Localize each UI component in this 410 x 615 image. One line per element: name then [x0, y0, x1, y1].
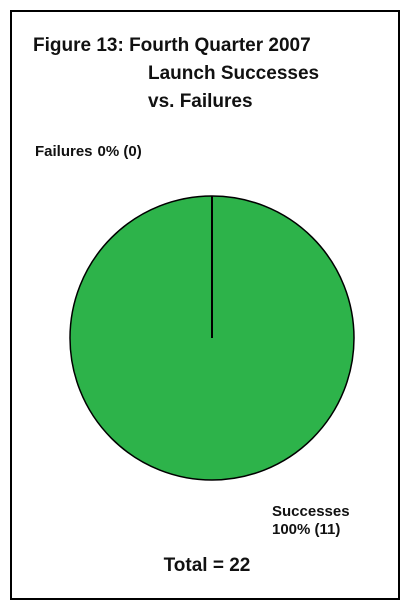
chart-title: vs. Failures — [148, 91, 253, 112]
slice-value: 0% (0) — [98, 143, 142, 160]
slice-name: Successes — [272, 503, 350, 520]
chart-title: Figure 13: Fourth Quarter 2007 — [33, 35, 311, 56]
slice-label: Failures 0% (0) — [35, 143, 142, 160]
slice-name: Failures — [35, 143, 93, 160]
annotation: Total = 22 — [164, 555, 251, 576]
frame — [10, 10, 400, 600]
chart-title: Launch Successes — [148, 63, 319, 84]
slice-value: 100% (11) — [272, 521, 340, 538]
